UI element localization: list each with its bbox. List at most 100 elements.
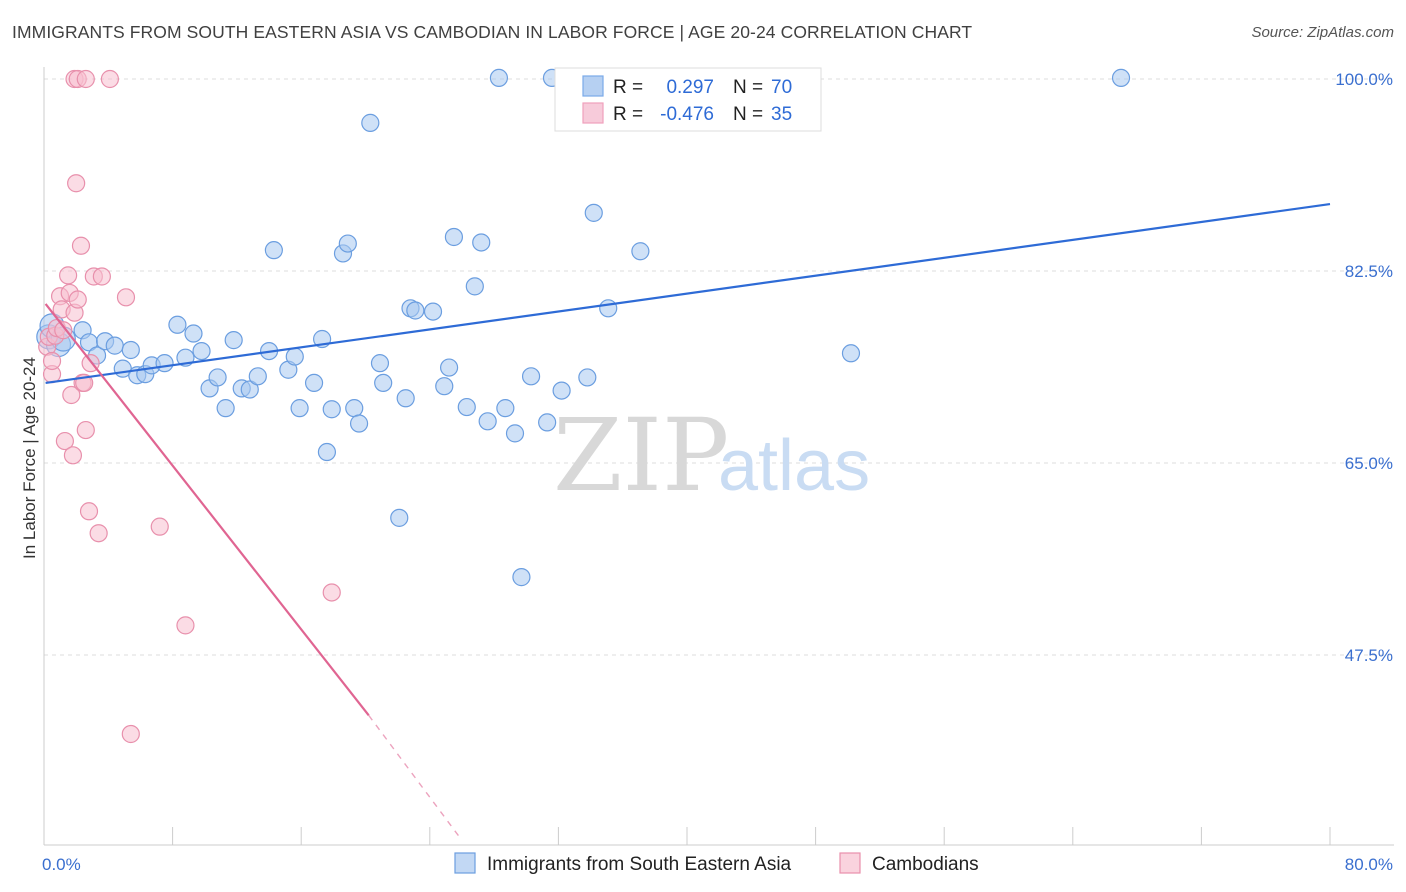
legend-swatch <box>454 852 476 874</box>
data-point <box>465 277 484 296</box>
data-point <box>224 331 243 350</box>
data-point <box>584 203 603 222</box>
data-point <box>505 424 525 443</box>
stats-n-label: N = <box>733 77 763 98</box>
legend: Immigrants from South Eastern Asia Cambod… <box>454 852 979 875</box>
data-point <box>396 389 415 408</box>
data-point <box>512 568 531 587</box>
data-point <box>208 368 227 387</box>
data-point <box>184 324 203 343</box>
x-tick-label: 0.0% <box>42 855 81 874</box>
trend-lines <box>44 202 1331 837</box>
watermark-zip: ZIP <box>553 397 729 514</box>
data-point <box>521 367 541 386</box>
axes <box>43 67 1394 846</box>
trend-line-cambodians <box>44 303 370 717</box>
stats-n-value: 70 <box>771 77 792 98</box>
data-point <box>457 397 476 417</box>
data-point <box>317 442 337 462</box>
chart-title: IMMIGRANTS FROM SOUTH EASTERN ASIA VS CA… <box>12 22 973 42</box>
data-point <box>176 616 195 635</box>
stats-swatch <box>582 75 604 97</box>
data-point <box>76 420 95 440</box>
data-point <box>89 524 108 543</box>
data-point <box>155 354 174 373</box>
data-point <box>216 399 235 418</box>
y-tick-label: 100.0% <box>1335 70 1393 89</box>
y-axis-title: In Labor Force | Age 20-24 <box>20 357 39 559</box>
data-point <box>338 234 357 253</box>
data-point <box>79 502 99 521</box>
data-point <box>59 266 78 285</box>
y-tick-label: 65.0% <box>1345 454 1393 473</box>
data-point <box>168 315 187 334</box>
watermark-atlas: atlas <box>718 426 870 506</box>
data-point <box>1111 68 1131 88</box>
stats-r-value: -0.476 <box>660 104 714 125</box>
data-point <box>390 508 409 527</box>
data-point <box>322 400 341 419</box>
stats-r-value: 0.297 <box>666 77 714 98</box>
data-point <box>478 412 497 431</box>
data-point <box>192 341 211 361</box>
data-point <box>489 68 509 88</box>
data-point <box>100 69 120 89</box>
data-point <box>578 368 597 387</box>
data-point <box>121 724 140 744</box>
data-point <box>92 267 111 286</box>
data-point <box>423 302 443 321</box>
stats-r-label: R = <box>613 77 643 98</box>
stats-n-label: N = <box>733 104 763 125</box>
stats-r-label: R = <box>613 104 643 125</box>
data-point <box>374 373 393 393</box>
data-point <box>248 367 267 386</box>
gridlines <box>44 78 1394 656</box>
x-tick-label: 80.0% <box>1345 855 1393 874</box>
data-point <box>304 373 324 393</box>
legend-swatch <box>839 852 861 874</box>
data-point <box>54 321 73 340</box>
data-point <box>264 241 283 260</box>
data-point <box>322 583 341 602</box>
data-point <box>345 399 364 418</box>
data-point <box>444 227 464 247</box>
data-point <box>105 336 124 355</box>
data-point <box>841 344 861 363</box>
data-point <box>349 414 369 433</box>
data-point <box>538 413 557 432</box>
watermark: ZIP atlas <box>553 397 870 514</box>
stats-n-value: 35 <box>771 104 792 125</box>
data-point <box>116 288 136 307</box>
legend-label: Immigrants from South Eastern Asia <box>487 854 792 875</box>
data-point <box>631 242 650 261</box>
data-point <box>285 347 304 366</box>
data-point <box>599 299 618 318</box>
y-tick-label: 47.5% <box>1345 646 1393 665</box>
data-point <box>496 399 515 418</box>
stats-box: R = 0.297 N = 70 R = -0.476 N = 35 <box>554 67 822 132</box>
data-point <box>63 446 83 465</box>
stats-swatch <box>582 102 604 124</box>
trend-line-immigrants <box>45 202 1331 384</box>
data-point <box>435 377 454 396</box>
data-point <box>361 113 380 132</box>
data-point <box>68 290 87 309</box>
data-point <box>62 385 81 405</box>
data-point <box>42 351 62 371</box>
data-point <box>406 301 425 320</box>
data-point <box>290 399 309 418</box>
data-point <box>121 340 140 360</box>
y-tick-label: 82.5% <box>1345 262 1393 281</box>
legend-label: Cambodians <box>872 854 979 875</box>
data-point <box>552 381 571 400</box>
data-point <box>240 380 259 399</box>
data-point <box>439 358 459 377</box>
tick-labels: 47.5% 65.0% 82.5% 100.0% 0.0% 80.0% <box>42 70 1393 874</box>
data-point <box>76 69 95 89</box>
data-point <box>370 354 390 373</box>
data-point <box>67 174 86 193</box>
data-point <box>472 233 491 252</box>
data-point <box>71 236 91 255</box>
source-credit: Source: ZipAtlas.com <box>1251 24 1394 41</box>
